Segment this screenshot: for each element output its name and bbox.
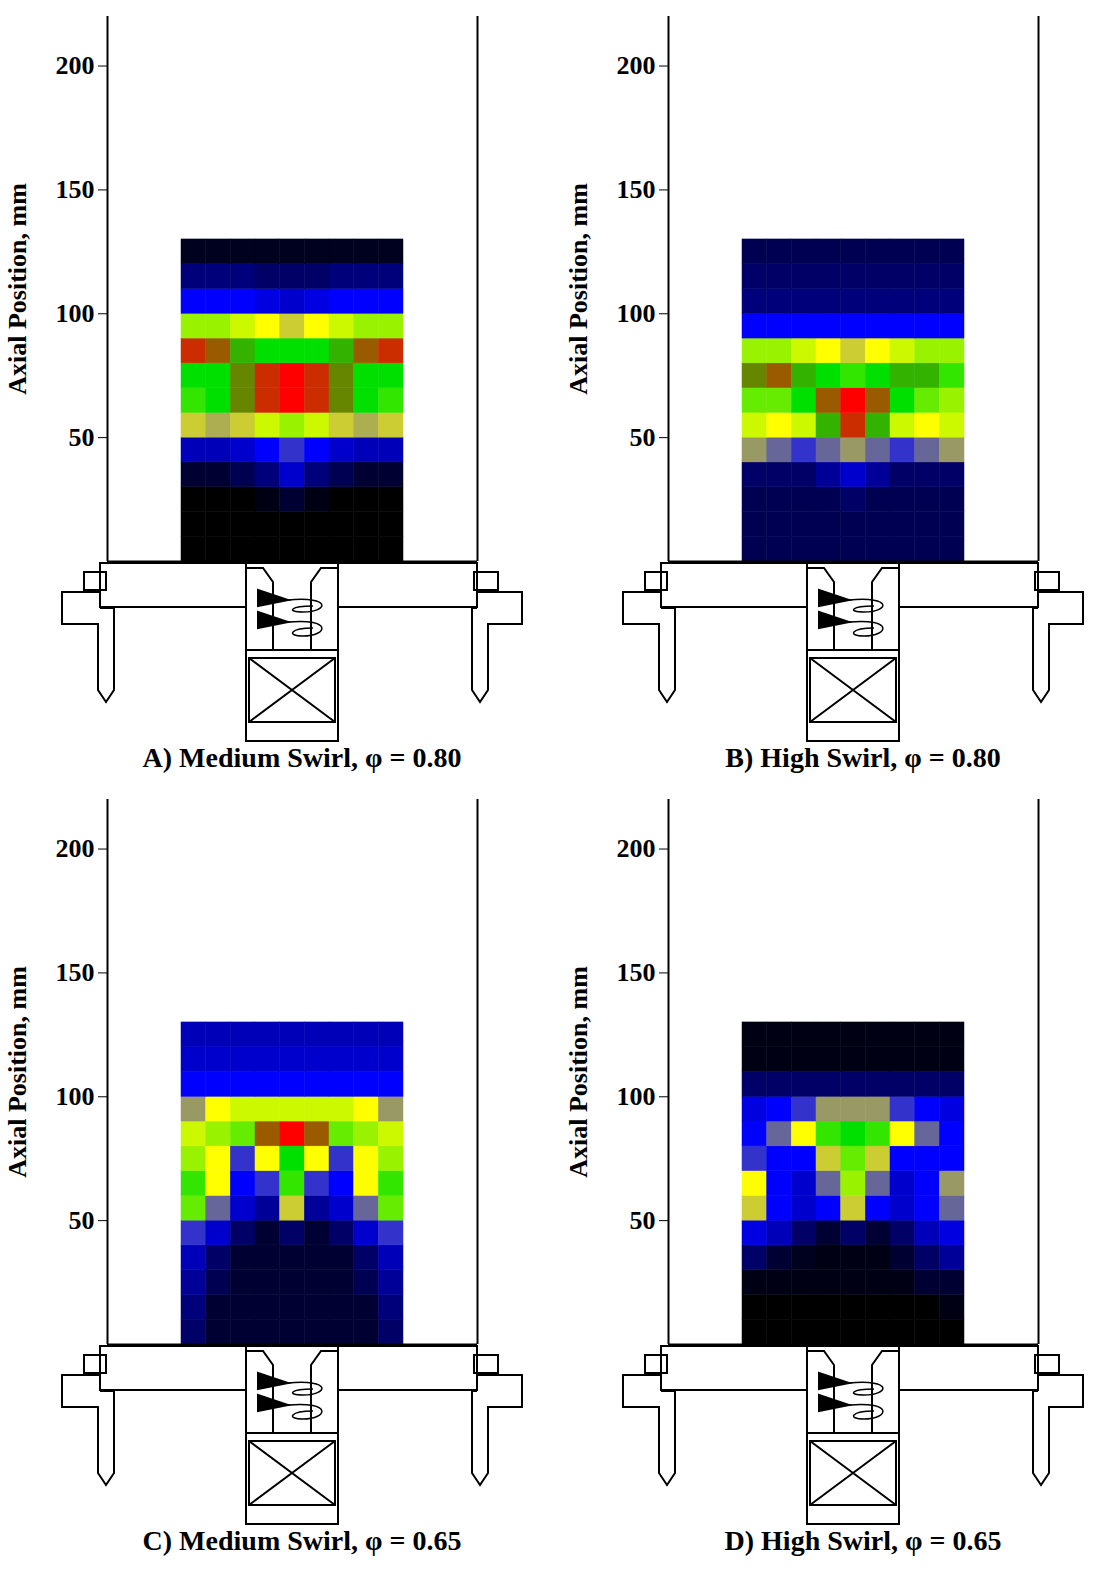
svg-text:50: 50	[630, 423, 656, 452]
svg-text:D) High Swirl, φ = 0.65: D) High Swirl, φ = 0.65	[725, 1525, 1002, 1556]
svg-text:B) High Swirl, φ = 0.80: B) High Swirl, φ = 0.80	[725, 742, 1000, 773]
svg-text:200: 200	[56, 834, 95, 863]
svg-text:A) Medium Swirl, φ = 0.80: A) Medium Swirl, φ = 0.80	[143, 742, 462, 773]
svg-text:100: 100	[56, 1082, 95, 1111]
svg-text:Axial Position, mm: Axial Position, mm	[564, 966, 593, 1178]
svg-text:200: 200	[617, 834, 656, 863]
svg-text:100: 100	[56, 299, 95, 328]
svg-text:150: 150	[56, 958, 95, 987]
svg-text:50: 50	[69, 1206, 95, 1235]
svg-text:150: 150	[56, 175, 95, 204]
svg-text:Axial Position, mm: Axial Position, mm	[3, 966, 32, 1178]
svg-text:Axial Position, mm: Axial Position, mm	[3, 183, 32, 395]
svg-text:Axial Position, mm: Axial Position, mm	[564, 183, 593, 395]
svg-text:200: 200	[56, 51, 95, 80]
svg-text:150: 150	[617, 175, 656, 204]
svg-text:200: 200	[617, 51, 656, 80]
svg-text:50: 50	[69, 423, 95, 452]
svg-text:50: 50	[630, 1206, 656, 1235]
svg-text:C) Medium Swirl, φ = 0.65: C) Medium Swirl, φ = 0.65	[143, 1525, 462, 1556]
svg-text:100: 100	[617, 299, 656, 328]
svg-text:150: 150	[617, 958, 656, 987]
svg-text:100: 100	[617, 1082, 656, 1111]
